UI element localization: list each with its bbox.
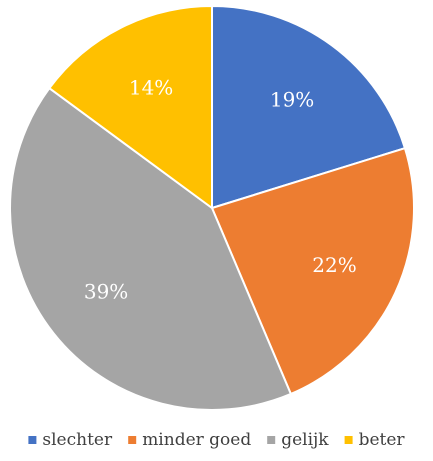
legend-label: gelijk — [281, 430, 329, 450]
pie-slice-slechter — [211, 5, 406, 209]
data-label-gelijk: 39% — [84, 280, 128, 304]
legend-item-slechter: slechter — [28, 430, 113, 450]
legend-marker — [28, 436, 37, 444]
pie-slice-gelijk — [9, 87, 292, 411]
legend-marker — [128, 436, 137, 444]
data-label-beter: 14% — [129, 76, 173, 100]
data-label-slechter: 19% — [270, 87, 314, 111]
legend-item-minder-goed: minder goed — [128, 430, 251, 450]
legend-label: slechter — [42, 430, 113, 450]
legend-item-beter: beter — [344, 430, 406, 450]
pie-slice-beter — [48, 5, 213, 209]
pie-slice-minder-goed — [211, 147, 415, 395]
legend-marker — [344, 436, 353, 444]
legend-item-gelijk: gelijk — [267, 430, 329, 450]
legend: slechter minder goed gelijk beter — [28, 430, 405, 450]
legend-label: minder goed — [142, 430, 251, 450]
legend-marker — [267, 436, 276, 444]
pie-slices — [9, 5, 415, 411]
data-label-minder-goed: 22% — [312, 253, 356, 277]
data-labels: 19% 22% 39% 14% — [84, 76, 357, 304]
legend-label: beter — [359, 430, 406, 450]
